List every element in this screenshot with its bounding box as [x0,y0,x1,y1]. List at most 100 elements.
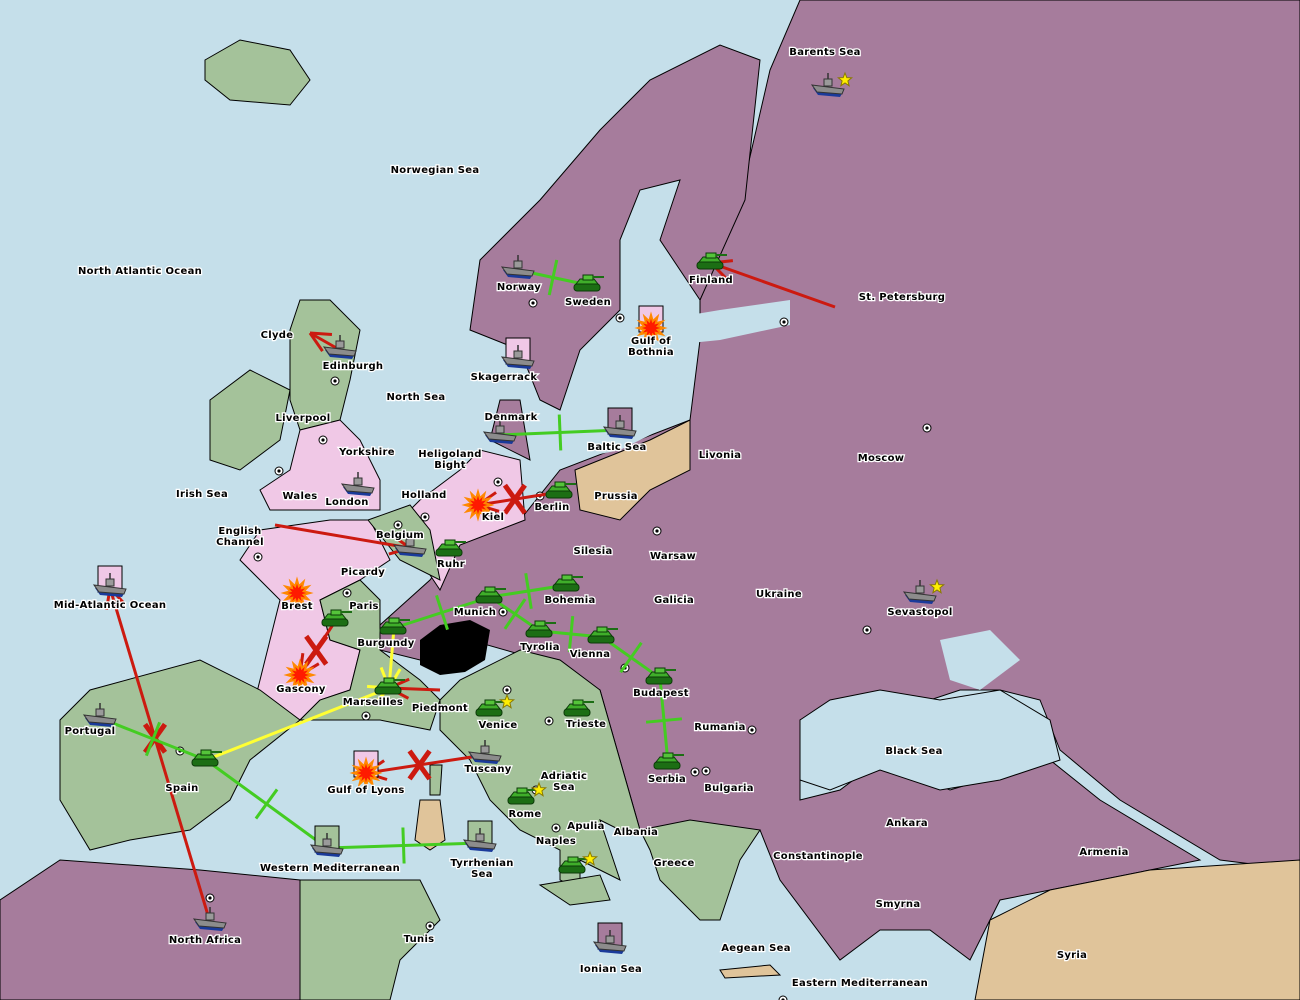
province-label[interactable]: Gulf of Lyons [326,784,406,798]
province-label[interactable]: Trieste [565,718,608,732]
province-label[interactable]: Wales [281,490,318,504]
province-label[interactable]: Smyrna [874,898,921,912]
province-label[interactable]: Norwegian Sea [389,164,480,178]
province-label[interactable]: Gascony [275,683,327,697]
province-label[interactable]: Western Mediterranean [259,862,401,876]
province-label[interactable]: Albania [613,826,660,840]
army-unit[interactable] [563,699,594,717]
province-label[interactable]: English Channel [215,525,265,550]
province-label[interactable]: Ankara [885,817,929,831]
army-unit[interactable] [374,677,405,695]
province-label[interactable]: Rumania [693,721,747,735]
province-label[interactable]: Prussia [593,490,639,504]
province-label[interactable]: Ionian Sea [579,963,643,977]
province-label[interactable]: Livonia [697,449,742,463]
army-unit[interactable] [507,781,548,805]
province-label[interactable]: Tyrrhenian Sea [449,857,515,882]
dislodged-unit[interactable] [461,488,495,522]
fleet-unit[interactable] [192,907,227,931]
province-label[interactable]: Ukraine [755,588,803,602]
province-label[interactable]: North Atlantic Ocean [77,265,203,279]
dislodged-unit[interactable] [280,576,314,610]
province-label[interactable]: Budapest [632,687,690,701]
province-label[interactable]: Spain [164,782,199,796]
province-label[interactable]: Bohemia [543,594,596,608]
province-label[interactable]: Armenia [1078,846,1129,860]
army-unit[interactable] [191,749,222,767]
fleet-unit[interactable] [902,578,946,604]
province-label[interactable]: Aegean Sea [720,942,792,956]
army-unit[interactable] [379,617,410,635]
army-unit[interactable] [475,693,516,717]
army-unit[interactable] [653,752,684,770]
province-label[interactable]: Portugal [63,725,116,739]
fleet-unit[interactable] [602,407,637,439]
army-unit[interactable] [645,667,676,685]
province-label[interactable]: Moscow [856,452,905,466]
province-label[interactable]: Galicia [653,594,695,608]
province-label[interactable]: Paris [348,600,380,614]
dislodged-unit[interactable] [634,305,668,345]
province-label[interactable]: Skagerrack [469,371,538,385]
province-label[interactable]: Berlin [533,501,570,515]
province-label[interactable]: North Sea [385,391,446,405]
province-label[interactable]: Mid-Atlantic Ocean [52,599,167,613]
province-label[interactable]: Tyrolia [519,641,561,655]
province-label[interactable]: Apulia [566,820,606,834]
army-unit[interactable] [321,609,352,627]
province-label[interactable]: Finland [688,274,734,288]
province-label[interactable]: St. Petersburg [858,291,947,305]
province-label[interactable]: Burgundy [356,637,416,651]
province-label[interactable]: Piedmont [411,702,469,716]
province-label[interactable]: London [324,496,370,510]
province-label[interactable]: Barents Sea [788,46,862,60]
fleet-unit[interactable] [592,922,627,954]
province-label[interactable]: Ruhr [436,558,466,572]
army-unit[interactable] [587,626,618,644]
province-label[interactable]: Clyde [259,329,294,343]
province-label[interactable]: Rome [507,808,542,822]
province-label[interactable]: Irish Sea [175,488,229,502]
fleet-unit[interactable] [482,420,517,444]
province-label[interactable]: Picardy [340,566,387,580]
army-unit[interactable] [545,481,576,499]
army-unit[interactable] [435,539,466,557]
province-label[interactable]: Silesia [572,545,613,559]
fleet-unit[interactable] [82,703,117,727]
province-label[interactable]: Heligoland Bight [417,448,483,473]
province-label[interactable]: Vienna [568,648,611,662]
province-label[interactable]: Liverpool [274,412,331,426]
province-label[interactable]: Eastern Mediterranean [791,977,929,991]
fleet-unit[interactable] [392,533,427,557]
fleet-unit[interactable] [500,255,535,279]
province-label[interactable]: Syria [1056,949,1089,963]
fleet-unit[interactable] [500,337,535,369]
province-label[interactable]: Denmark [483,411,538,425]
fleet-unit[interactable] [810,71,854,97]
fleet-unit[interactable] [467,740,502,764]
army-unit[interactable] [696,252,727,270]
fleet-unit[interactable] [340,472,375,496]
province-label[interactable]: Marseilles [342,696,405,710]
province-label[interactable]: Naples [535,835,577,849]
province-label[interactable]: Brest [280,600,314,614]
province-label[interactable]: Munich [453,606,498,620]
province-label[interactable]: Sevastopol [886,606,954,620]
fleet-unit[interactable] [322,335,357,359]
province-label[interactable]: Norway [496,281,543,295]
fleet-unit[interactable] [462,820,497,852]
province-label[interactable]: Black Sea [884,745,943,759]
province-label[interactable]: Belgium [375,529,425,543]
province-label[interactable]: Venice [477,719,518,733]
province-label[interactable]: Gulf of Bothnia [627,335,675,360]
army-unit[interactable] [475,586,506,604]
army-unit[interactable] [558,850,599,874]
province-label[interactable]: Baltic Sea [586,441,647,455]
province-label[interactable]: Holland [400,489,447,503]
fleet-unit[interactable] [309,825,344,857]
dislodged-unit[interactable] [349,750,383,790]
province-label[interactable]: North Africa [168,934,242,948]
fleet-unit[interactable] [92,565,127,597]
province-label[interactable]: Sweden [564,296,612,310]
province-label[interactable]: Edinburgh [321,360,384,374]
